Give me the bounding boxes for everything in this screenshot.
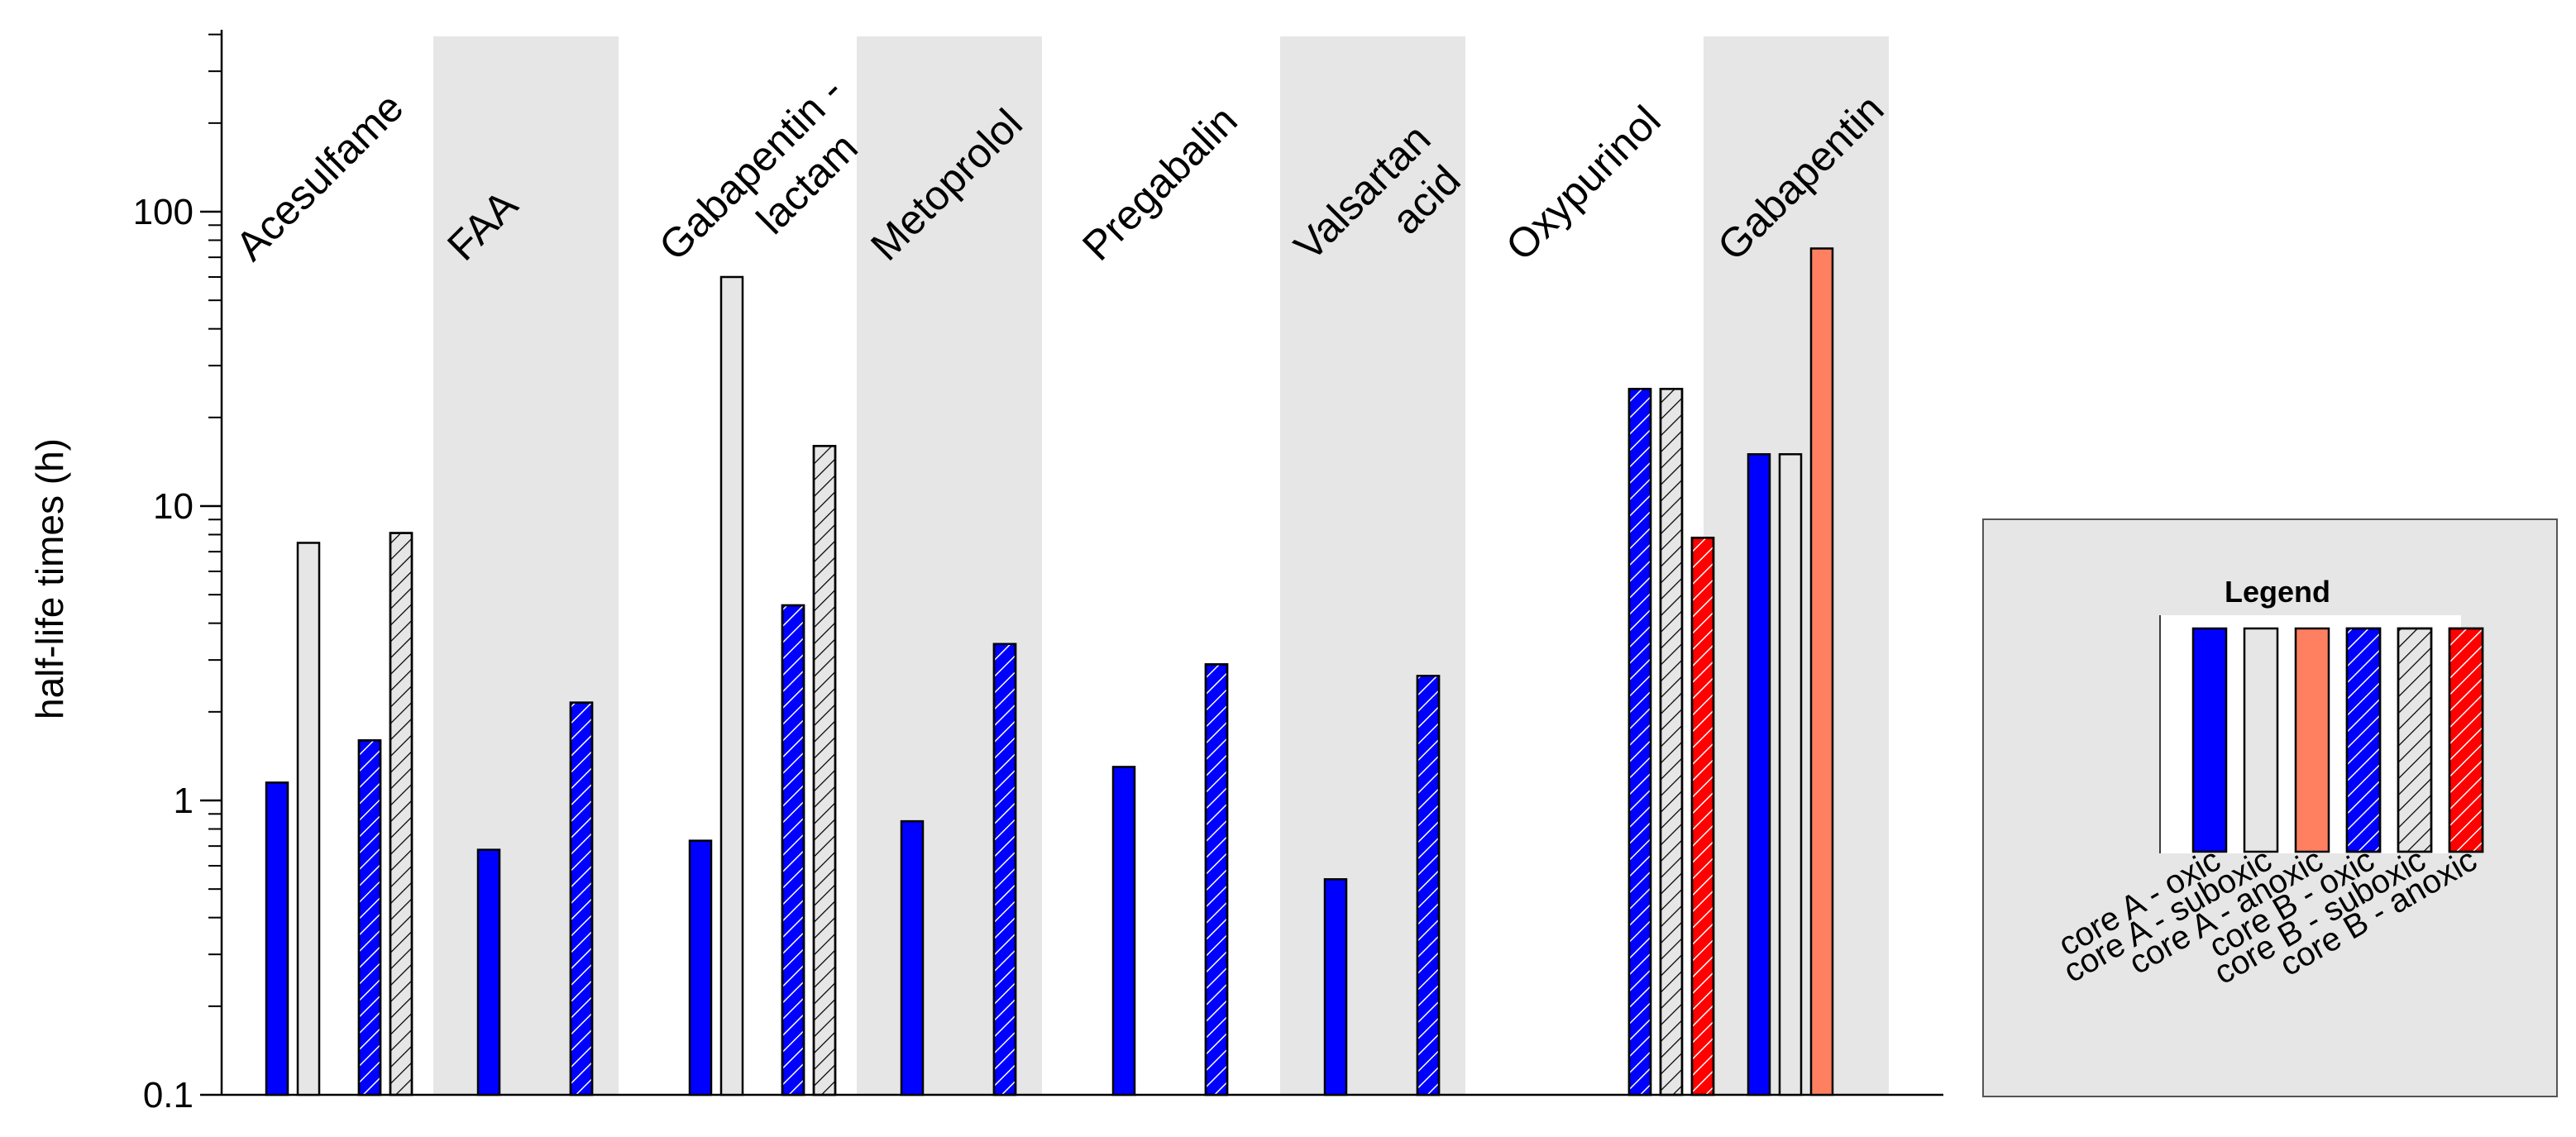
legend-swatch-hatch-b-oxic [2345,627,2382,853]
legend-swatch-a-suboxic [2243,627,2279,853]
bar-a-suboxic [296,542,321,1096]
y-tick-label: 1 [174,781,194,821]
bar-a-oxic [1111,766,1136,1096]
bar-hatch-b-oxic [1416,675,1441,1096]
bar-a-oxic [688,839,713,1096]
y-axis-title: half-life times (h) [28,438,71,719]
bar-a-suboxic [719,275,744,1096]
legend-swatch-a-anoxic [2294,627,2330,853]
bar-hatch-b-oxic [781,604,805,1096]
bar-a-anoxic [1809,247,1834,1096]
bars [265,247,1834,1096]
bar-a-oxic [1747,453,1771,1096]
y-tick-label: 100 [133,192,194,232]
bar-hatch-b-oxic [1627,388,1652,1096]
bar-hatch-b-suboxic [389,532,413,1096]
bar-a-oxic [265,781,289,1096]
bar-hatch-b-suboxic [812,445,837,1096]
bar-hatch-b-oxic [992,643,1017,1096]
legend-swatch-hatch-b-suboxic [2397,627,2433,853]
bar-a-oxic [900,819,925,1096]
y-tick-label: 0.1 [143,1075,194,1116]
bar-hatch-b-anoxic [1690,537,1715,1096]
bar-a-oxic [1323,878,1348,1096]
group-label-6-0: Oxypurinol [1497,97,1670,270]
legend-swatch-a-oxic [2191,627,2228,853]
bar-hatch-b-oxic [569,701,594,1096]
legend-swatch-hatch-b-anoxic [2448,627,2484,853]
group-label-4-0: Pregabalin [1073,97,1246,270]
y-axis: 0.1 1 10 100 half-life times (h) [28,30,1943,1116]
bar-hatch-b-suboxic [1659,388,1684,1096]
y-tick-label: 10 [153,486,194,527]
legend-title: Legend [2225,575,2330,609]
bar-a-suboxic [1778,453,1803,1096]
bar-hatch-b-oxic [357,739,382,1096]
bar-a-oxic [476,848,501,1096]
bar-hatch-b-oxic [1204,663,1229,1096]
group-label-0-0: Acesulfame [227,84,412,269]
group-backgrounds [433,36,1889,1095]
